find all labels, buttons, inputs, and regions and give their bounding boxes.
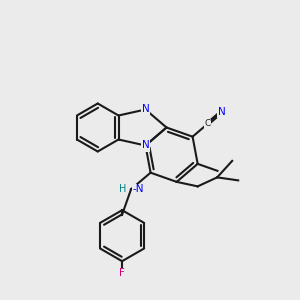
- Text: N: N: [142, 104, 149, 115]
- Text: F: F: [119, 268, 125, 278]
- Text: N: N: [218, 107, 226, 117]
- Text: N: N: [142, 140, 149, 151]
- Text: -N: -N: [133, 184, 144, 194]
- Text: H: H: [119, 184, 127, 194]
- Text: C: C: [204, 119, 211, 128]
